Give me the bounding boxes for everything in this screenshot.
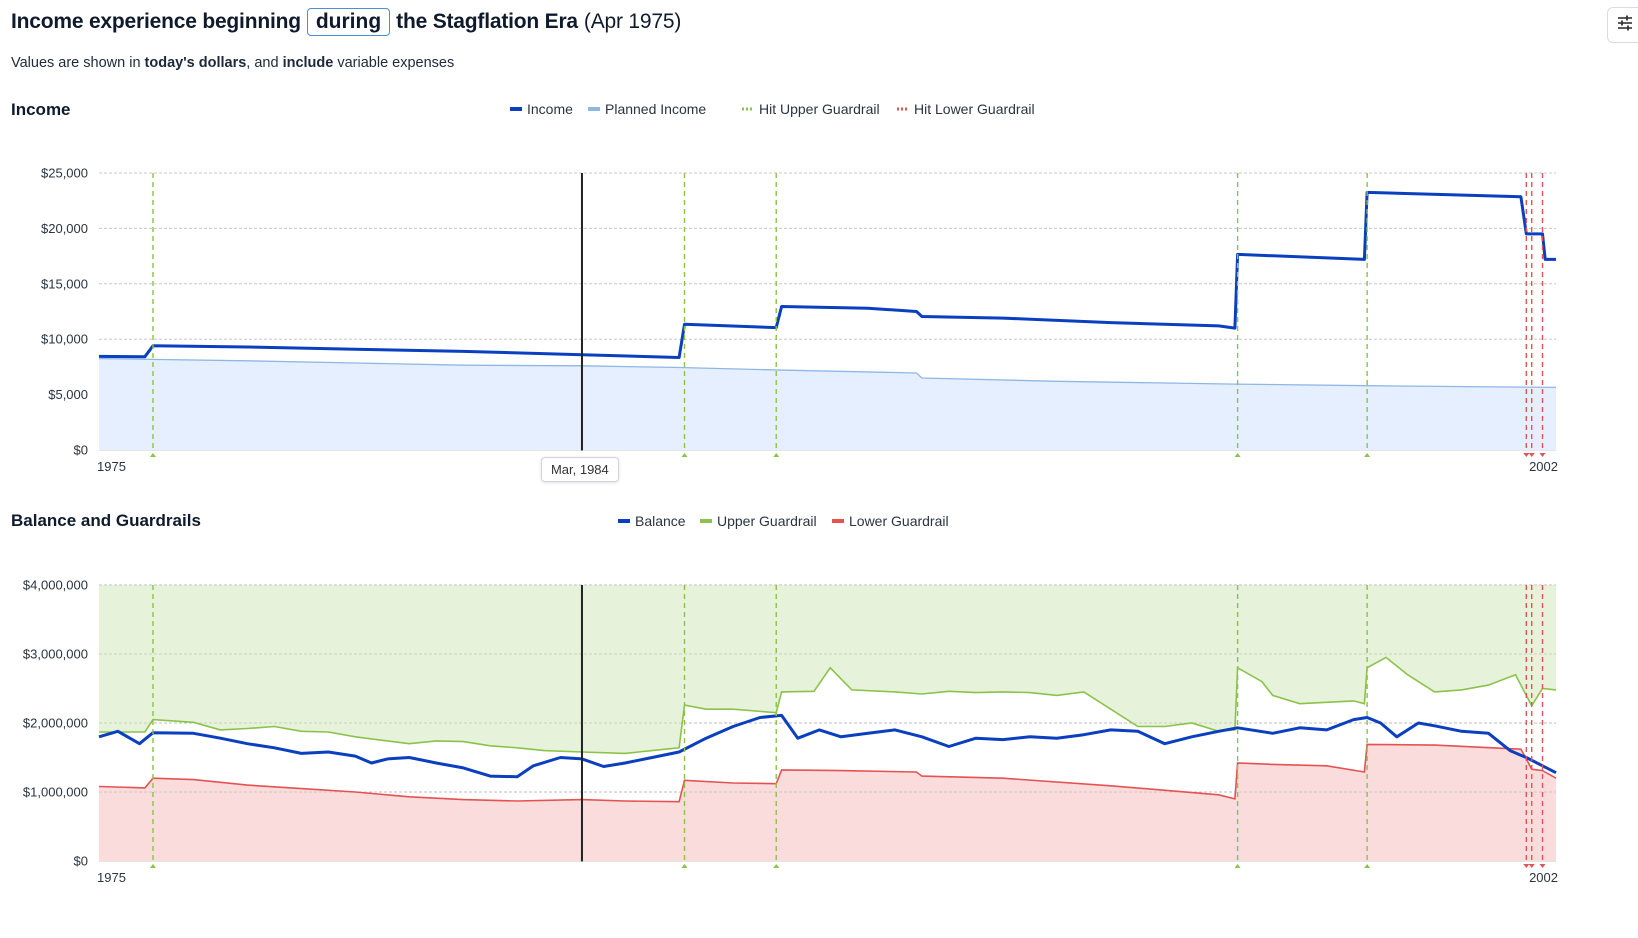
x-end-label: 2002 [1529,459,1558,474]
upper-hit-triangle [681,453,688,457]
upper-hit-triangle [1234,864,1241,868]
y-tick-label: $0 [74,854,88,869]
y-tick-label: $1,000,000 [23,785,88,800]
legend-label: Planned Income [605,101,706,117]
income-line [98,190,1556,359]
subtitle-text-1: Values are shown in [11,55,145,71]
y-tick-label: $2,000,000 [23,716,88,731]
chart-title: Balance and Guardrails [11,511,201,530]
upper-hit-triangle [773,864,780,868]
y-tick-label: $0 [74,443,88,458]
lower-hit-triangle [1528,864,1535,868]
upper-guardrail-zone [99,585,1556,754]
y-tick-label: $25,000 [41,166,88,181]
era-position-button[interactable]: during [306,8,391,36]
legend-label: Hit Upper Guardrail [759,101,880,117]
y-tick-label: $3,000,000 [23,647,88,662]
subtitle-text-3: variable expenses [333,55,455,71]
planned-income-line [98,357,1557,389]
x-end-label: 2002 [1529,870,1558,885]
lower-hit-triangle [1523,864,1530,868]
balance-guardrails-chart[interactable]: Balance and Guardrails Balance Upper Guard… [0,502,1638,932]
lower-guardrail-zone [99,744,1556,861]
legend-label: Hit Lower Guardrail [914,101,1035,117]
page-title: Income experience beginning during the S… [11,5,681,39]
upper-guardrail-line [99,656,1557,755]
legend-label: Upper Guardrail [717,513,817,529]
legend-label: Lower Guardrail [849,513,949,529]
income-chart[interactable]: Income Income Planned Income Hit Upper Guar… [0,90,1638,500]
legend-label: Balance [635,513,686,529]
title-suffix: the Stagflation Era [396,10,578,33]
upper-hit-triangle [1234,453,1241,457]
chart-title: Income [11,100,71,119]
upper-hit-triangle [681,864,688,868]
y-tick-label: $10,000 [41,332,88,347]
sliders-icon [1615,13,1635,38]
upper-hit-triangle [773,453,780,457]
title-prefix: Income experience beginning [11,10,301,33]
subtitle: Values are shown in today's dollars, and… [11,55,454,71]
planned-income-area [99,358,1556,450]
y-tick-label: $20,000 [41,221,88,236]
x-start-label: 1975 [97,870,126,885]
lower-hit-triangle [1528,453,1535,457]
lower-hit-triangle [1539,453,1546,457]
lower-hit-triangle [1523,453,1530,457]
title-date: (Apr 1975) [583,10,682,33]
balance-line [98,713,1557,779]
upper-hit-triangle [1364,453,1371,457]
upper-hit-triangle [149,864,156,868]
subtitle-bold-2: include [282,55,334,71]
upper-hit-triangle [1364,864,1371,868]
y-tick-label: $4,000,000 [23,578,88,593]
legend-label: Income [527,101,573,117]
upper-hit-triangle [149,453,156,457]
y-tick-label: $15,000 [41,276,88,291]
subtitle-text-2: , and [246,55,283,71]
subtitle-bold-1: today's dollars [144,55,247,71]
lower-guardrail-line [98,743,1557,803]
settings-button[interactable] [1607,7,1638,43]
cursor-date-tooltip: Mar, 1984 [540,457,619,482]
lower-hit-triangle [1539,864,1546,868]
y-tick-label: $5,000 [48,387,88,402]
x-start-label: 1975 [97,459,126,474]
